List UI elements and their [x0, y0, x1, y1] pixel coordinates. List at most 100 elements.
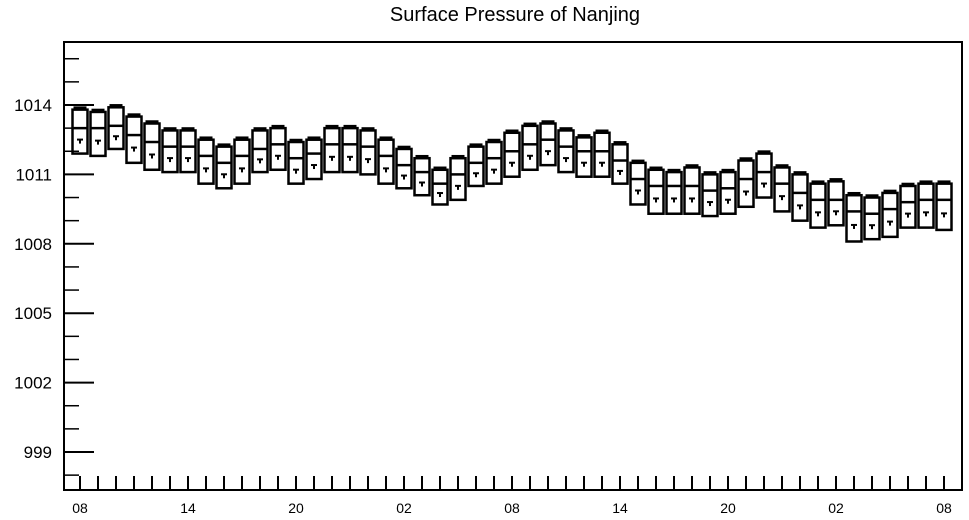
box-26: [539, 120, 557, 167]
x-axis: 08 14 20 02 08 14 20 02 08: [72, 476, 952, 516]
box-41: [809, 180, 827, 229]
box-body: [701, 173, 719, 218]
box-body: [827, 180, 845, 227]
box-31: [629, 159, 647, 206]
box-body: [719, 170, 737, 215]
box-11: [269, 124, 287, 172]
box-35: [701, 171, 719, 218]
box-body: [269, 126, 287, 172]
x-tick-label: 20: [720, 500, 736, 516]
box-22: [467, 143, 485, 188]
box-3: [125, 113, 143, 165]
box-body: [449, 156, 467, 202]
box-18: [395, 145, 413, 190]
box-body: [287, 140, 305, 185]
box-19: [413, 154, 431, 197]
x-tick-label: 20: [288, 500, 304, 516]
x-tick-label: 02: [828, 500, 844, 516]
box-body: [251, 129, 269, 174]
box-16: [359, 127, 377, 176]
box-body: [89, 110, 107, 158]
box-25: [521, 122, 539, 172]
plot-frame: [63, 41, 963, 491]
box-5: [161, 127, 179, 174]
box-body: [125, 115, 143, 165]
box-34: [683, 164, 701, 215]
box-body: [377, 138, 395, 185]
box-body: [503, 131, 521, 178]
box-28: [575, 134, 593, 178]
box-10: [251, 127, 269, 174]
box-7: [197, 136, 215, 185]
box-body: [341, 126, 359, 174]
box-body: [557, 129, 575, 174]
box-12: [287, 138, 305, 185]
box-body: [197, 138, 215, 185]
box-body: [413, 156, 431, 197]
x-tick-label: 08: [504, 500, 520, 516]
box-body: [683, 166, 701, 215]
box-body: [575, 136, 593, 178]
box-body: [593, 131, 611, 178]
box-40: [791, 171, 809, 222]
box-23: [485, 138, 503, 185]
box-body: [107, 106, 125, 151]
box-body: [917, 182, 935, 229]
box-body: [611, 143, 629, 185]
box-body: [791, 173, 809, 222]
box-body: [809, 182, 827, 229]
box-46: [899, 182, 917, 229]
box-body: [431, 168, 449, 206]
box-body: [899, 184, 917, 229]
box-body: [71, 108, 89, 155]
box-20: [431, 166, 449, 206]
box-body: [143, 122, 161, 172]
box-15: [341, 124, 359, 174]
y-tick-label: 1005: [14, 304, 52, 323]
box-body: [665, 170, 683, 215]
box-body: [359, 129, 377, 176]
box-38: [755, 150, 773, 199]
x-tick-label: 14: [612, 500, 628, 516]
x-tick-label: 14: [180, 500, 196, 516]
box-body: [647, 168, 665, 215]
box-45: [881, 189, 899, 239]
box-body: [539, 122, 557, 167]
box-30: [611, 141, 629, 185]
box-body: [323, 126, 341, 174]
box-44: [863, 194, 881, 241]
box-39: [773, 164, 791, 213]
box-48: [935, 180, 953, 232]
box-2: [107, 104, 125, 151]
box-33: [665, 168, 683, 215]
y-axis: 999 1002 1005 1008 1011 1014: [14, 57, 94, 476]
box-0: [71, 106, 89, 155]
box-6: [179, 127, 197, 174]
box-body: [233, 138, 251, 185]
box-32: [647, 166, 665, 215]
y-tick-label: 1011: [15, 165, 52, 184]
chart-title: Surface Pressure of Nanjing: [389, 4, 641, 26]
box-body: [935, 182, 953, 232]
box-body: [215, 145, 233, 190]
box-body: [737, 159, 755, 209]
box-47: [917, 180, 935, 229]
box-body: [629, 161, 647, 206]
box-36: [719, 168, 737, 215]
box-13: [305, 136, 323, 181]
box-body: [305, 138, 323, 181]
box-17: [377, 136, 395, 185]
box-29: [593, 129, 611, 178]
x-tick-label: 08: [936, 500, 952, 516]
x-tick-label: 02: [396, 500, 412, 516]
box-body: [467, 145, 485, 188]
y-tick-label: 1014: [14, 96, 52, 115]
y-tick-label: 999: [24, 443, 52, 462]
box-21: [449, 154, 467, 202]
x-tick-label: 08: [72, 500, 88, 516]
box-9: [233, 136, 251, 185]
box-24: [503, 129, 521, 178]
y-tick-label: 1008: [14, 235, 52, 254]
box-body: [395, 147, 413, 190]
